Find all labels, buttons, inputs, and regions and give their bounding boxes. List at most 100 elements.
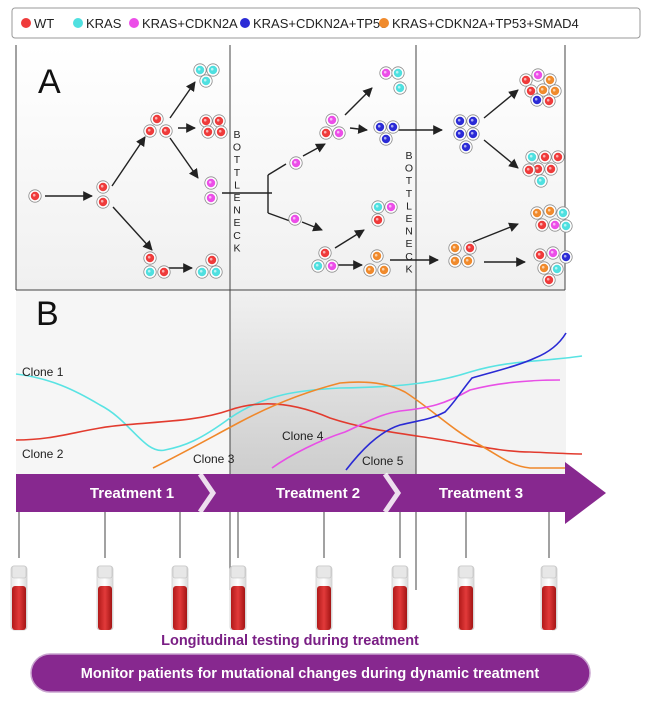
blood-sample-tubes [10, 512, 558, 631]
cell [193, 63, 207, 77]
panel-a-label: A [38, 63, 61, 101]
lineage-arrows [45, 81, 526, 273]
bottleneck-letter: E [405, 238, 412, 250]
cell [556, 206, 570, 220]
cell [542, 94, 556, 108]
sample-tube [171, 512, 189, 631]
cell [96, 195, 110, 209]
bottleneck-letter: T [406, 188, 413, 200]
legend-label: KRAS+CDKN2A+TP53 [253, 16, 387, 31]
legend-label: KRAS+CDKN2A [142, 16, 238, 31]
cell [143, 265, 157, 279]
cell [318, 246, 332, 260]
bottleneck-letter: E [233, 192, 240, 204]
cell [559, 250, 573, 264]
cell [530, 93, 544, 107]
cell [195, 265, 209, 279]
cell [466, 114, 480, 128]
legend-swatch [379, 18, 389, 28]
cell [384, 200, 398, 214]
sample-tube [457, 512, 475, 631]
cell [28, 189, 42, 203]
cell [288, 212, 302, 226]
cell [371, 213, 385, 227]
legend: WT KRAS KRAS+CDKN2A KRAS+CDKN2A+TP53 KRAS+CD… [11, 7, 641, 39]
bottleneck-letter: T [406, 175, 413, 187]
legend-item: KRAS+CDKN2A+TP53 [240, 16, 387, 31]
cell [325, 259, 339, 273]
cell [157, 265, 171, 279]
legend-item: KRAS+CDKN2A [129, 16, 238, 31]
cell [212, 114, 226, 128]
cell [548, 84, 562, 98]
cell [311, 259, 325, 273]
cell [214, 125, 228, 139]
bottleneck-letter: E [405, 213, 412, 225]
monitor-banner: Monitor patients for mutational changes … [30, 653, 591, 693]
panel-b-label: B [36, 295, 59, 333]
bottleneck-letter: O [233, 142, 241, 154]
clone-4-label: Clone 4 [282, 429, 324, 443]
cell [204, 191, 218, 205]
cell [544, 162, 558, 176]
clone-2-curve [15, 403, 583, 455]
legend-item: KRAS+CDKN2A+TP53+SMAD4 [379, 16, 579, 31]
cell-clusters [28, 63, 573, 287]
monitor-caption: Monitor patients for mutational changes … [81, 666, 540, 682]
cell [546, 246, 560, 260]
cell [534, 174, 548, 188]
bottleneck-letter: L [406, 200, 412, 212]
bottleneck-letter: E [233, 217, 240, 229]
clone-1-label: Clone 1 [22, 365, 64, 379]
legend-swatch [129, 18, 139, 28]
cell [204, 176, 218, 190]
cell [289, 156, 303, 170]
bottleneck-letter: N [405, 226, 413, 238]
cell [533, 248, 547, 262]
cell [363, 263, 377, 277]
cell [453, 127, 467, 141]
clone-5-label: Clone 5 [362, 454, 404, 468]
cell [466, 127, 480, 141]
bottleneck-letter: O [405, 163, 413, 175]
bottleneck-letter: B [233, 129, 240, 141]
cell [205, 253, 219, 267]
panel-backgrounds [16, 45, 566, 475]
bottleneck-letter: B [405, 150, 412, 162]
cell [550, 262, 564, 276]
legend-swatch [240, 18, 250, 28]
bottleneck-letter: L [234, 179, 240, 191]
cell [96, 180, 110, 194]
cell [453, 114, 467, 128]
cell [143, 124, 157, 138]
clone-1-curve [15, 355, 583, 452]
sample-tube [540, 512, 558, 631]
cell [379, 132, 393, 146]
clone-3-label: Clone 3 [193, 452, 235, 466]
cell [370, 249, 384, 263]
cell [386, 120, 400, 134]
cell [448, 241, 462, 255]
treatment-3-label: Treatment 3 [439, 485, 523, 502]
clone-5-curve [345, 332, 567, 471]
sample-tube [10, 512, 28, 631]
longitudinal-testing-caption: Longitudinal testing during treatment [161, 633, 419, 649]
legend-swatch [21, 18, 31, 28]
bottleneck-letter: K [233, 242, 240, 254]
cell [448, 254, 462, 268]
sample-tube [229, 512, 247, 631]
bottleneck-letter: C [405, 251, 413, 263]
treatment-1-label: Treatment 1 [90, 485, 174, 502]
legend-label: KRAS [86, 16, 122, 31]
sample-tube [96, 512, 114, 631]
legend-swatch [73, 18, 83, 28]
cell [199, 114, 213, 128]
cell [209, 265, 223, 279]
cell [559, 219, 573, 233]
cell [379, 66, 393, 80]
sample-tube [315, 512, 333, 631]
clone-4-curve [271, 379, 561, 469]
cell [535, 218, 549, 232]
